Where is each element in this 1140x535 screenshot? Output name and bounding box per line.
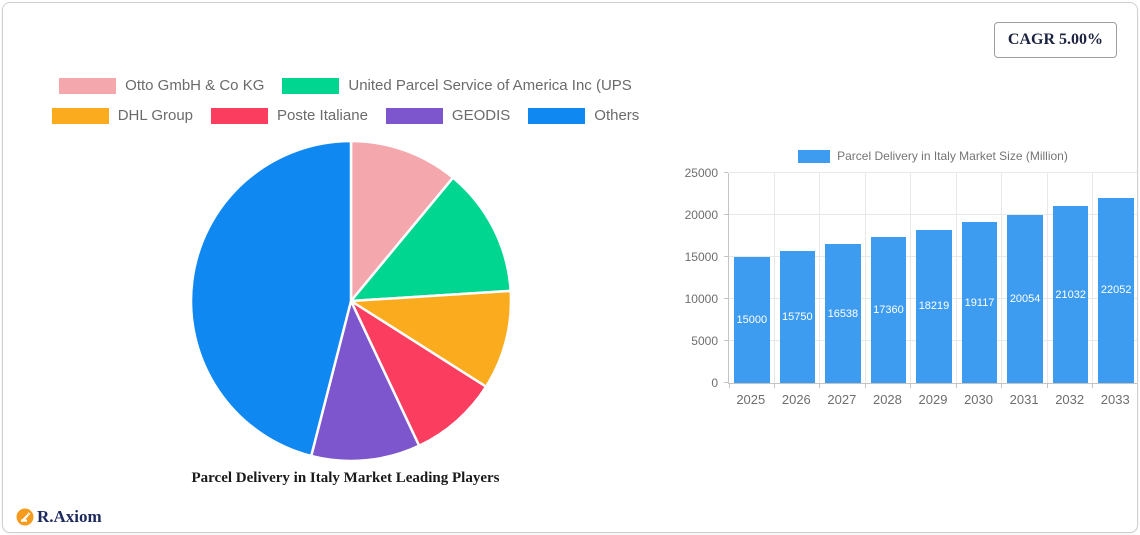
pie-legend-swatch	[211, 107, 269, 124]
pie-slice-0[interactable]	[349, 139, 455, 303]
bar-value-label: 15750	[782, 310, 813, 323]
pie-chart-title: Parcel Delivery in Italy Market Leading …	[191, 470, 500, 486]
bar-2032[interactable]: 21032	[1052, 206, 1089, 383]
x-axis-label: 2029	[918, 392, 948, 407]
x-axis-label: 2030	[964, 392, 993, 407]
bar-legend-label: Parcel Delivery in Italy Market Size (Mi…	[837, 149, 1068, 163]
pie-legend-label: Otto GmbH & Co KG	[125, 77, 265, 94]
bar-2026[interactable]: 15750	[779, 250, 816, 383]
pie-legend-item[interactable]: Others	[528, 107, 639, 124]
x-axis-tick	[1092, 384, 1094, 388]
x-axis-tick	[773, 384, 775, 388]
gridline-vertical	[819, 173, 821, 383]
pie-legend-item[interactable]: United Parcel Service of America Inc (UP…	[282, 77, 632, 94]
pie-slice-3[interactable]	[349, 299, 488, 448]
gridline-vertical	[864, 173, 866, 383]
cagr-badge: CAGR 5.00%	[993, 22, 1117, 58]
x-axis-tick	[729, 384, 730, 388]
y-axis-label: 25000	[684, 166, 718, 180]
pie-legend-row: DHL Group Poste Italiane GEODIS Others	[18, 107, 673, 124]
gridline-vertical	[910, 173, 912, 383]
bar-2030[interactable]: 19117	[961, 222, 998, 383]
bar-value-label: 22052	[1100, 284, 1132, 297]
y-axis-label: 5000	[691, 334, 718, 348]
bar-chart-plot: 15000 15750 16538 17360 18219 19117 20054 21032…	[724, 172, 1137, 388]
y-axis-tick	[724, 214, 728, 215]
pie-legend-item[interactable]: GEODIS	[385, 107, 511, 124]
bar-chart-legend[interactable]: Parcel Delivery in Italy Market Size (Mi…	[728, 149, 1137, 163]
x-axis-label: 2032	[1055, 392, 1085, 407]
y-axis-label: 20000	[684, 208, 718, 222]
y-axis-tick	[724, 172, 728, 173]
x-axis-label: 2026	[781, 392, 811, 407]
x-axis-label: 2031	[1009, 392, 1039, 407]
y-axis-label: 15000	[684, 250, 718, 264]
x-axis-tick	[955, 384, 957, 388]
brand-logo-text: R.Axiom	[37, 507, 102, 526]
pie-legend-swatch	[59, 77, 117, 94]
bar-2027[interactable]: 16538	[825, 244, 861, 383]
pie-legend-swatch	[51, 107, 109, 124]
y-axis-tick	[724, 382, 728, 383]
bar-value-label: 20054	[1009, 292, 1041, 305]
pie-slice-2[interactable]	[349, 289, 513, 388]
x-axis-tick	[1001, 384, 1003, 388]
bar-value-label: 15000	[736, 314, 768, 326]
gridline-vertical	[955, 173, 957, 383]
x-axis-tick	[1046, 384, 1048, 388]
bar-value-label: 21032	[1055, 288, 1086, 301]
x-axis-label: 2028	[872, 392, 902, 407]
pie-legend-label: United Parcel Service of America Inc (UP…	[348, 77, 632, 94]
gridline-vertical	[773, 173, 775, 383]
pie-legend-row: Otto GmbH & Co KG United Parcel Service o…	[18, 77, 673, 94]
x-axis-tick	[864, 384, 866, 388]
gridline-horizontal	[729, 172, 1137, 173]
pie-chart-wrap	[187, 137, 515, 465]
y-axis-label: 0	[711, 376, 718, 390]
pie-legend-item[interactable]: DHL Group	[51, 107, 194, 124]
bar-value-label: 18219	[918, 300, 950, 313]
pie-legend-label: Poste Italiane	[277, 107, 368, 124]
pie-chart	[189, 139, 513, 463]
pie-legend-swatch	[528, 107, 586, 124]
gridline-horizontal	[729, 214, 1137, 215]
bar-legend-swatch	[798, 149, 831, 163]
bar-2025[interactable]: 15000	[734, 257, 770, 383]
x-axis-label: 2025	[736, 392, 766, 407]
bar-2029[interactable]: 18219	[916, 229, 952, 383]
gridline-vertical	[1001, 173, 1003, 383]
pie-legend-item[interactable]: Otto GmbH & Co KG	[59, 77, 264, 94]
pie-slice-1[interactable]	[349, 176, 512, 303]
pie-legend-item[interactable]: Poste Italiane	[211, 107, 368, 124]
pie-slice-4[interactable]	[309, 299, 421, 463]
chart-pen-icon	[16, 508, 34, 526]
gridline-vertical	[1046, 173, 1048, 383]
pie-slice-5[interactable]	[189, 139, 353, 458]
y-axis-tick	[724, 340, 728, 341]
x-axis-tick	[819, 384, 821, 388]
y-axis-tick	[724, 298, 728, 299]
gridline-vertical	[1092, 173, 1094, 383]
x-axis-label: 2033	[1100, 392, 1130, 407]
bar-value-label: 16538	[827, 307, 859, 320]
y-axis-label: 10000	[684, 292, 718, 306]
bar-2033[interactable]: 22052	[1098, 197, 1134, 383]
bar-2031[interactable]: 20054	[1007, 214, 1043, 383]
pie-legend: Otto GmbH & Co KG United Parcel Service o…	[18, 77, 673, 124]
bar-value-label: 19117	[964, 296, 995, 309]
pie-legend-swatch	[385, 107, 443, 124]
pie-legend-swatch	[282, 77, 340, 94]
y-axis-tick	[724, 256, 728, 257]
pie-legend-label: DHL Group	[117, 107, 194, 124]
x-axis-label: 2027	[827, 392, 857, 407]
x-axis-tick	[910, 384, 912, 388]
pie-legend-label: Others	[594, 107, 640, 124]
brand-logo: R.Axiom	[16, 507, 102, 527]
pie-legend-label: GEODIS	[451, 107, 511, 124]
bar-value-label: 17360	[873, 304, 904, 317]
bar-2028[interactable]: 17360	[870, 237, 907, 383]
